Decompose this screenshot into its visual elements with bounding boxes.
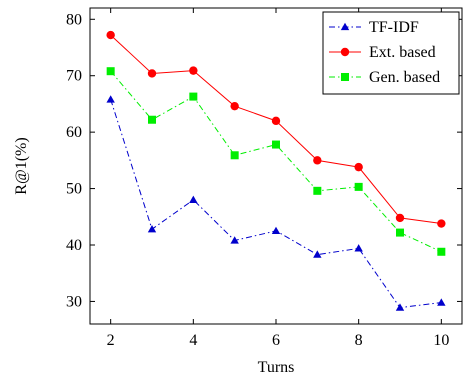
y-tick-label: 50 <box>66 181 82 198</box>
data-point <box>147 69 157 78</box>
x-axis-title: Turns <box>258 359 295 376</box>
data-point <box>230 101 239 111</box>
data-point <box>395 213 405 223</box>
data-point <box>437 247 446 256</box>
y-tick-label: 40 <box>66 237 82 254</box>
data-point <box>396 228 404 237</box>
x-tick-label: 2 <box>107 332 115 349</box>
data-point <box>313 186 322 195</box>
legend-label: TF-IDF <box>369 19 419 36</box>
y-tick-label: 30 <box>66 293 82 310</box>
series-layer <box>106 30 446 311</box>
data-point <box>189 92 198 101</box>
y-tick-label: 80 <box>66 11 82 28</box>
legend-marker <box>340 47 350 57</box>
series-gen-based <box>106 67 446 256</box>
data-point <box>230 151 239 160</box>
y-axis-title: R@1(%) <box>13 137 30 194</box>
data-point <box>189 66 198 75</box>
legend-marker <box>340 22 350 31</box>
x-tick-label: 10 <box>433 332 449 349</box>
legend-label: Gen. based <box>369 69 440 86</box>
data-point <box>147 225 157 233</box>
series-tf-idf <box>106 95 446 311</box>
data-point <box>354 244 363 252</box>
series-line <box>110 70 442 253</box>
data-point <box>106 30 115 40</box>
data-point <box>189 195 198 204</box>
y-tick-label: 60 <box>66 124 82 141</box>
data-point <box>271 116 281 126</box>
legend-marker <box>341 73 349 81</box>
x-tick-label: 4 <box>189 332 197 349</box>
data-point <box>230 236 239 244</box>
data-point <box>437 298 446 306</box>
series-line <box>110 99 442 309</box>
legend: TF-IDF Ext. based Gen. based <box>322 11 460 95</box>
data-point <box>437 219 446 228</box>
y-tick-label: 70 <box>66 68 82 85</box>
data-point <box>106 95 115 103</box>
data-point <box>395 303 405 311</box>
data-point <box>148 115 156 124</box>
data-point <box>354 182 363 191</box>
x-tick-label: 8 <box>355 332 363 349</box>
data-point <box>354 162 363 172</box>
legend-label: Ext. based <box>369 44 436 61</box>
data-point <box>272 140 280 149</box>
data-point <box>313 250 322 258</box>
data-point <box>106 67 115 76</box>
series-ext-based <box>106 30 446 228</box>
data-point <box>313 156 322 165</box>
x-tick-label: 6 <box>272 332 280 349</box>
data-point <box>271 226 281 235</box>
